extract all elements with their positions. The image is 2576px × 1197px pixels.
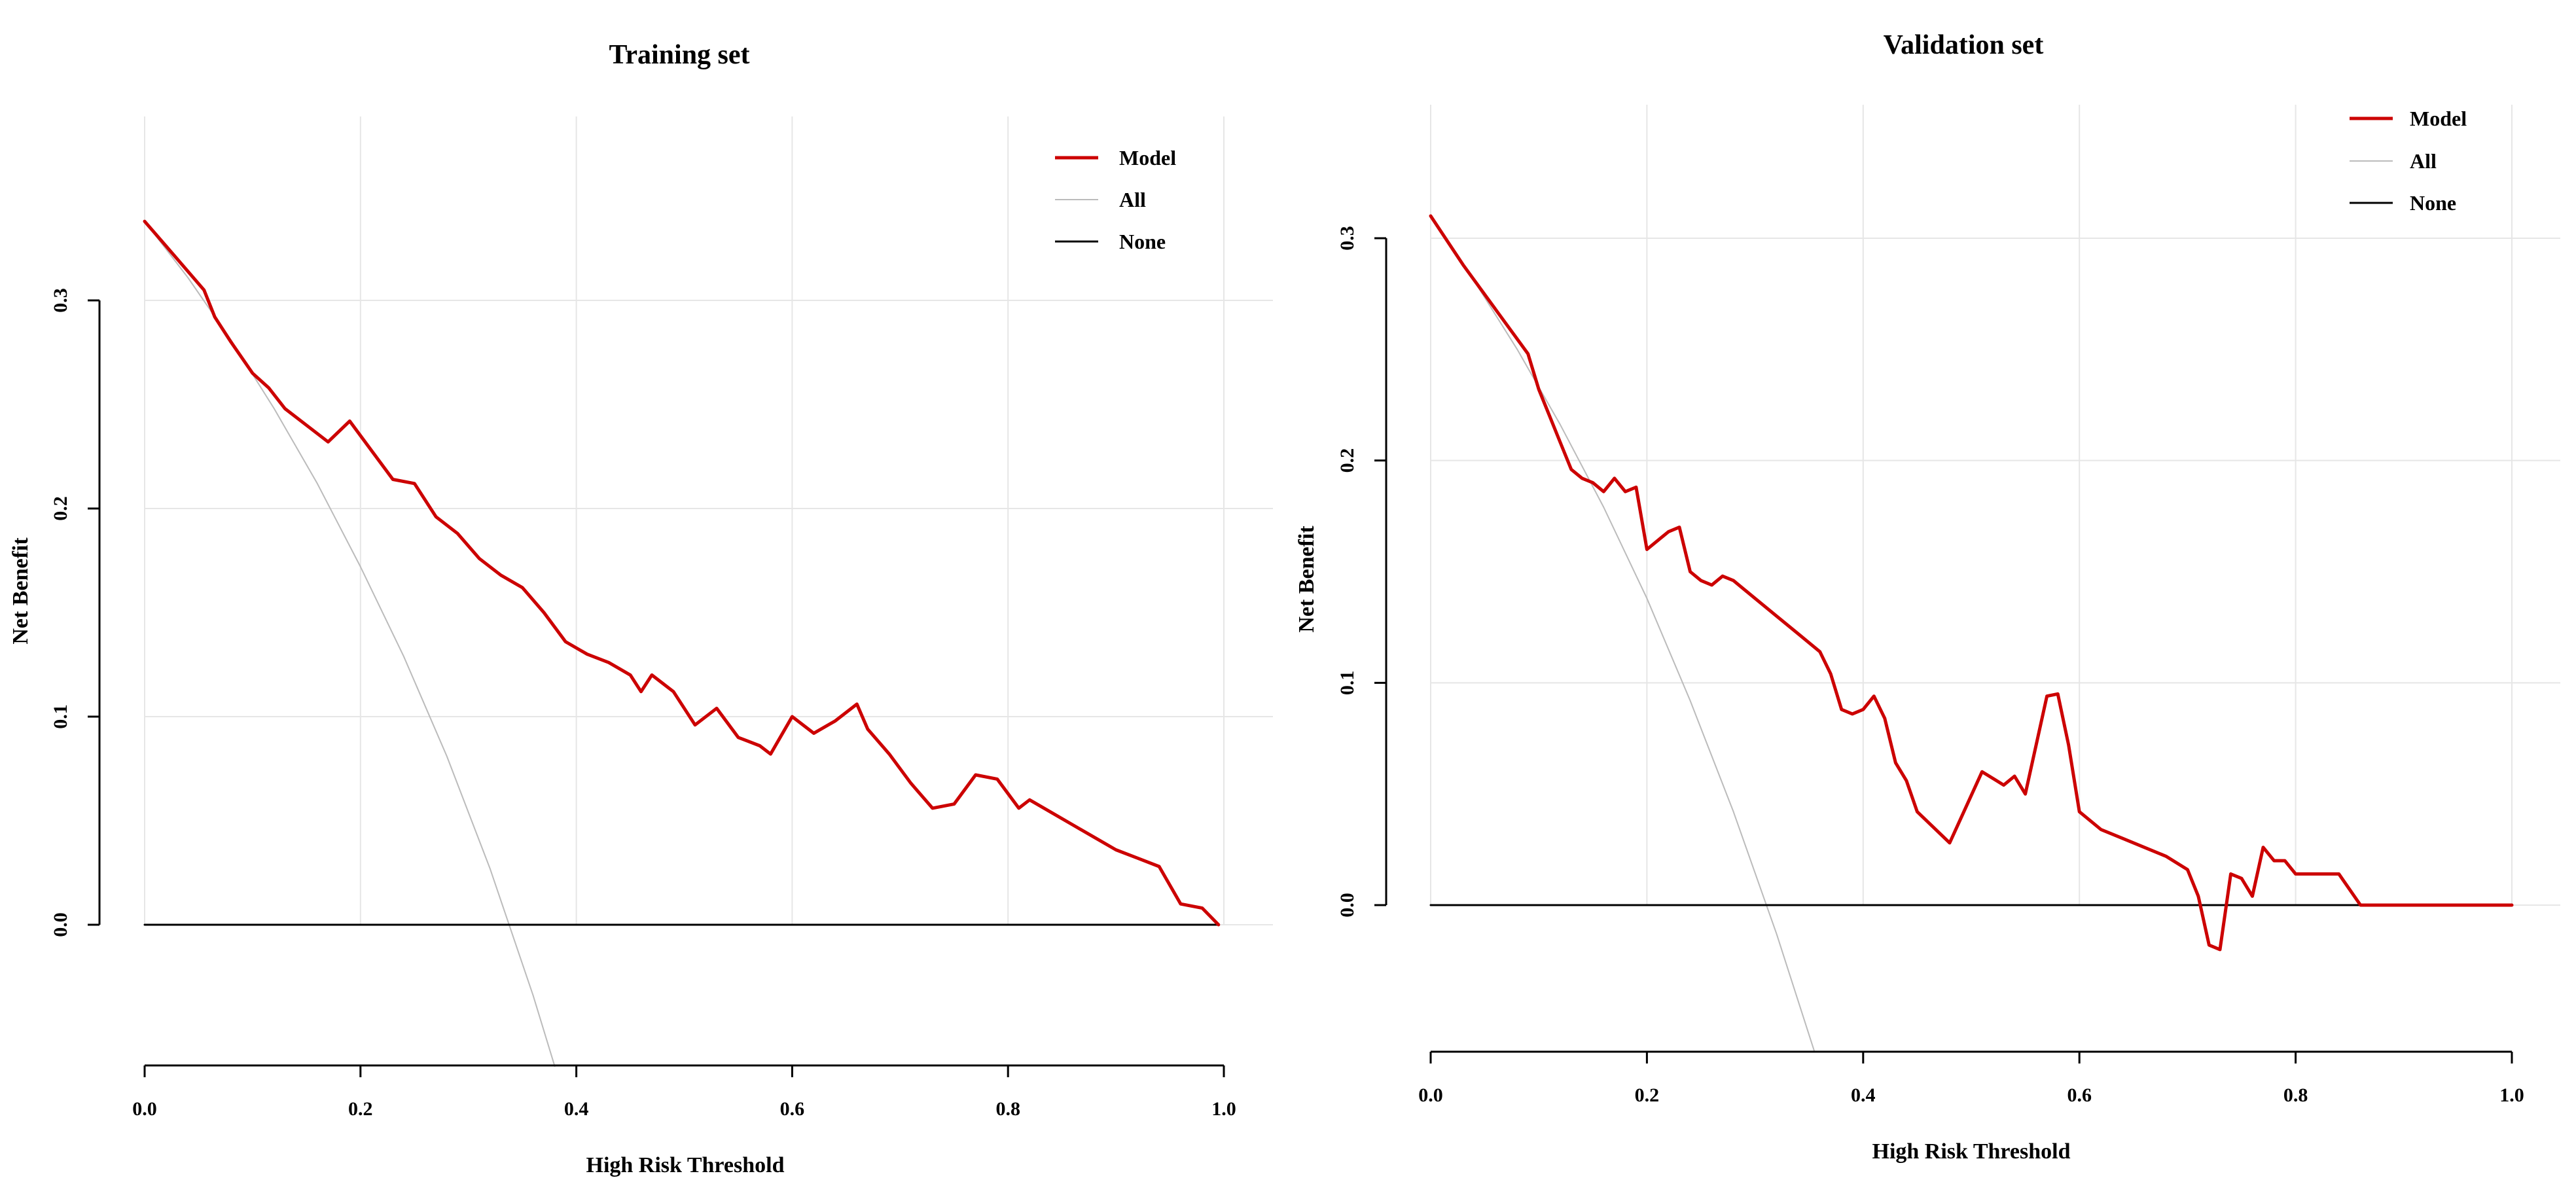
y-tick-label: 0.2 — [1336, 448, 1358, 473]
x-tick-label: 0.0 — [1418, 1084, 1443, 1106]
series-line-model — [1429, 214, 2514, 952]
y-tick-label: 0.3 — [50, 288, 71, 313]
panel-validation-title: Validation set — [1884, 30, 2044, 60]
panel-validation-lines — [1429, 214, 2514, 1053]
y-tick-label: 0.2 — [50, 496, 71, 521]
panel-training-y-ticks: 0.0 0.1 0.2 0.3 — [50, 288, 99, 937]
x-tick-label: 0.2 — [1635, 1084, 1660, 1106]
legend-label-model: Model — [1119, 146, 1176, 170]
x-tick-label: 0.4 — [564, 1098, 589, 1120]
series-line-all — [144, 221, 556, 1067]
panel-validation-y-axis-label: Net Benefit — [1295, 526, 1319, 633]
panel-training-legend: Model All None — [1055, 146, 1176, 253]
x-tick-label: 0.4 — [1851, 1084, 1876, 1106]
panel-validation-grid — [1430, 105, 2560, 906]
x-tick-label: 0.6 — [780, 1098, 805, 1120]
y-tick-label: 0.0 — [50, 912, 71, 937]
x-tick-label: 0.8 — [995, 1098, 1020, 1120]
legend-label-model: Model — [2410, 107, 2467, 130]
y-tick-label: 0.0 — [1336, 893, 1358, 918]
panel-training-y-axis-label: Net Benefit — [9, 537, 33, 645]
x-tick-label: 1.0 — [2499, 1084, 2524, 1106]
panel-validation-legend: Model All None — [2350, 107, 2467, 215]
x-tick-label: 0.2 — [348, 1098, 373, 1120]
panel-validation-x-ticks: 0.0 0.2 0.4 0.6 0.8 1.0 — [1418, 1052, 2524, 1106]
legend-label-none: None — [1119, 230, 1166, 253]
panel-training-grid — [144, 116, 1273, 925]
legend-label-all: All — [1119, 188, 1146, 211]
panel-validation-x-axis-label: High Risk Threshold — [1872, 1139, 2071, 1164]
y-tick-label: 0.1 — [1336, 671, 1358, 696]
y-tick-label: 0.1 — [50, 704, 71, 729]
panel-training: Training set 0.0 0.2 0.4 0.6 0.8 1.0 0.00.10.… — [9, 40, 1273, 1177]
legend-label-all: All — [2410, 149, 2437, 173]
x-tick-label: 0.8 — [2283, 1084, 2308, 1106]
panel-training-x-axis-label: High Risk Threshold — [586, 1153, 785, 1177]
x-tick-label: 1.0 — [1211, 1098, 1236, 1120]
x-tick-label: 0.0 — [132, 1098, 157, 1120]
panel-training-x-ticks: 0.0 0.2 0.4 0.6 0.8 1.0 — [132, 1065, 1236, 1120]
panel-training-title: Training set — [609, 40, 749, 70]
legend-label-none: None — [2410, 191, 2456, 215]
panel-training-lines — [143, 219, 1221, 1067]
x-tick-label: 0.6 — [2067, 1084, 2092, 1106]
panel-validation: Validation set 0.0 0.2 0.4 0.6 0.8 1.0 0.0 0.1… — [1295, 30, 2560, 1164]
series-line-all — [1430, 215, 1816, 1053]
panel-validation-y-ticks: 0.0 0.1 0.2 0.3 — [1336, 226, 1386, 918]
y-tick-label: 0.3 — [1336, 226, 1358, 251]
series-line-model — [143, 219, 1221, 927]
